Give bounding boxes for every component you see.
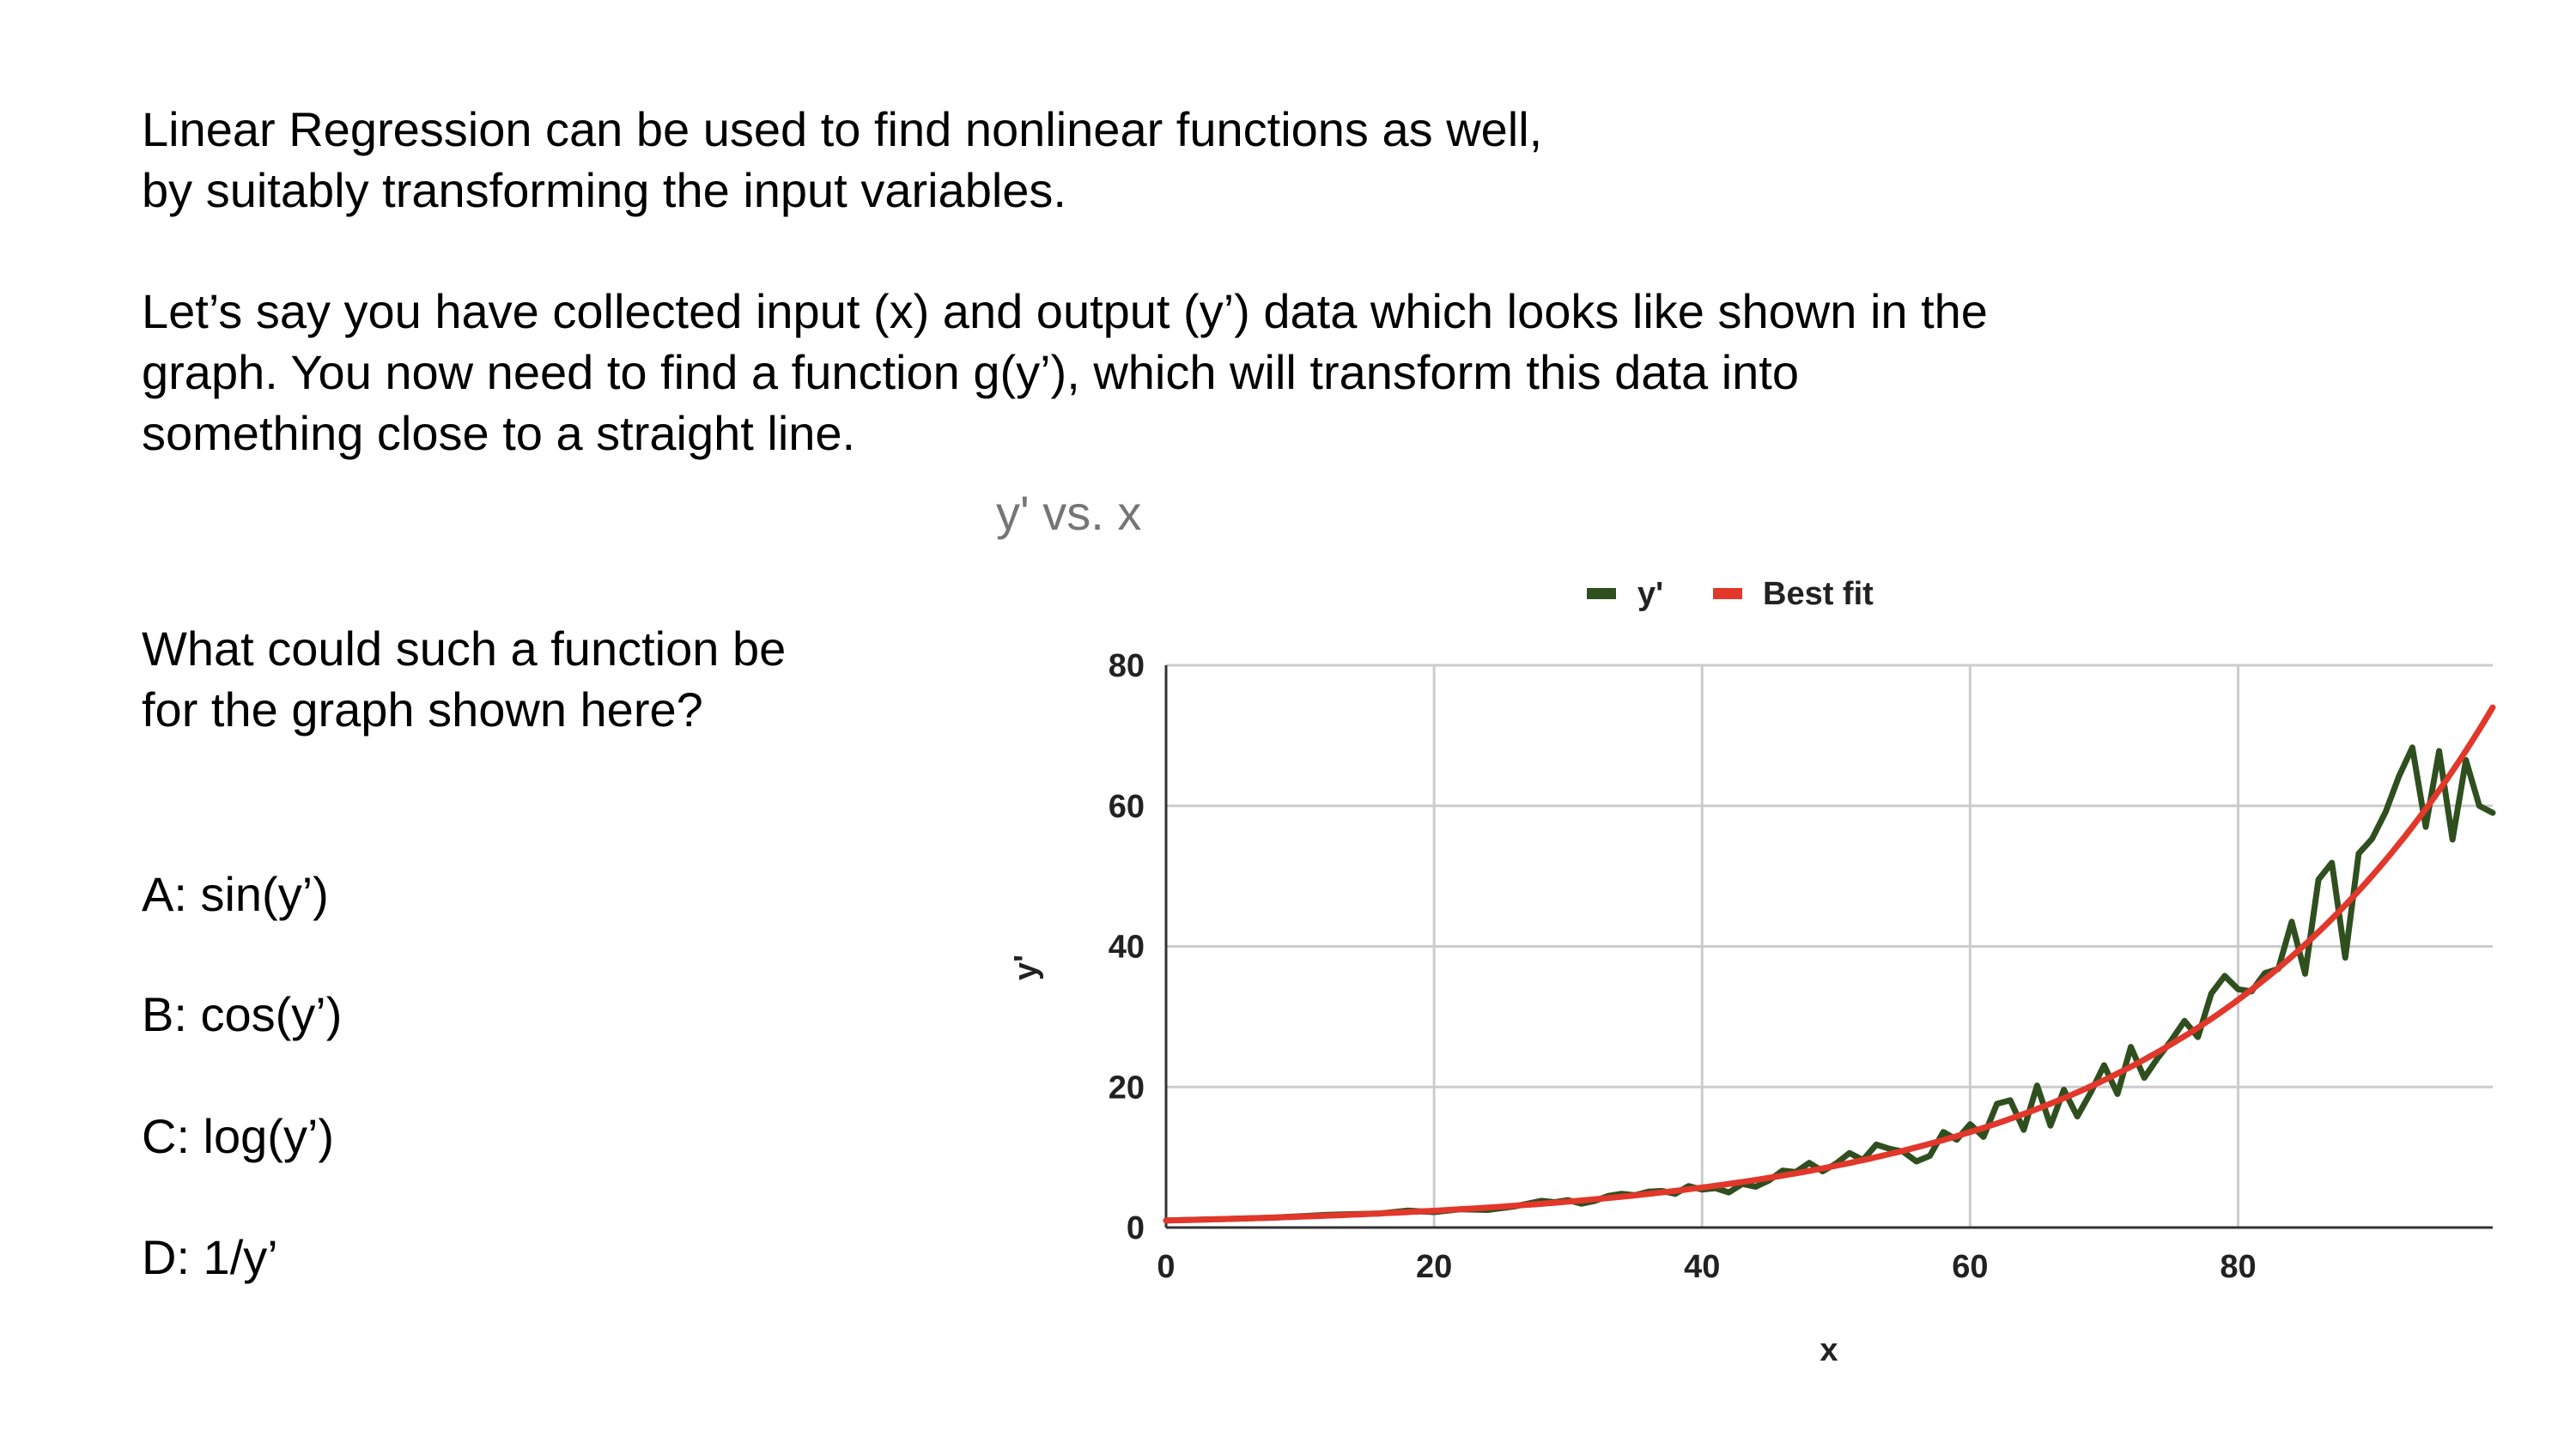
- chart-title: y' vs. x: [996, 486, 1141, 540]
- y-tick-label: 60: [1109, 789, 1145, 825]
- series-line-y-prime: [1163, 744, 2496, 1224]
- task-line: Let’s say you have collected input (x) a…: [142, 284, 1988, 338]
- option-c: C: log(y’): [142, 1109, 335, 1163]
- legend: y' Best fit: [1587, 576, 1874, 612]
- task-line: something close to a straight line.: [142, 406, 856, 460]
- tick-labels: 0 20 40 60 80 0 20 40 60 80: [1109, 648, 2257, 1285]
- intro-line: by suitably transforming the input varia…: [142, 163, 1066, 217]
- intro-line: Linear Regression can be used to find no…: [142, 102, 1543, 156]
- x-tick-label: 20: [1416, 1249, 1452, 1285]
- x-axis-title: x: [1820, 1332, 1838, 1368]
- y-tick-label: 40: [1109, 930, 1145, 966]
- task-line: graph. You now need to find a function g…: [142, 345, 1799, 399]
- y-tick-label: 80: [1109, 648, 1145, 684]
- y-axis-title: y': [1008, 955, 1044, 980]
- x-tick-label: 40: [1684, 1249, 1720, 1285]
- intro-paragraph: Linear Regression can be used to find no…: [142, 99, 1542, 221]
- option-a: A: sin(y’): [142, 867, 329, 921]
- legend-label-y-prime: y': [1637, 576, 1663, 612]
- x-tick-label: 60: [1952, 1249, 1988, 1285]
- x-tick-label: 0: [1157, 1249, 1175, 1285]
- series-line-best-fit: [1163, 704, 2496, 1224]
- option-d: D: 1/y’: [142, 1230, 278, 1284]
- task-paragraph: Let’s say you have collected input (x) a…: [142, 281, 1988, 464]
- axes: [1164, 665, 2493, 1229]
- question-line: What could such a function be: [142, 621, 787, 676]
- gridlines: [1166, 664, 2493, 1228]
- legend-swatch-y-prime: [1587, 588, 1616, 599]
- question-paragraph: What could such a function be for the gr…: [142, 618, 786, 740]
- legend-label-best-fit: Best fit: [1763, 576, 1874, 612]
- option-b: B: cos(y’): [142, 987, 343, 1041]
- x-tick-label: 80: [2220, 1249, 2256, 1285]
- y-tick-label: 0: [1127, 1210, 1145, 1246]
- question-line: for the graph shown here?: [142, 682, 703, 737]
- legend-swatch-best-fit: [1713, 588, 1742, 599]
- y-tick-label: 20: [1109, 1070, 1145, 1106]
- series-layer: [1163, 704, 2496, 1224]
